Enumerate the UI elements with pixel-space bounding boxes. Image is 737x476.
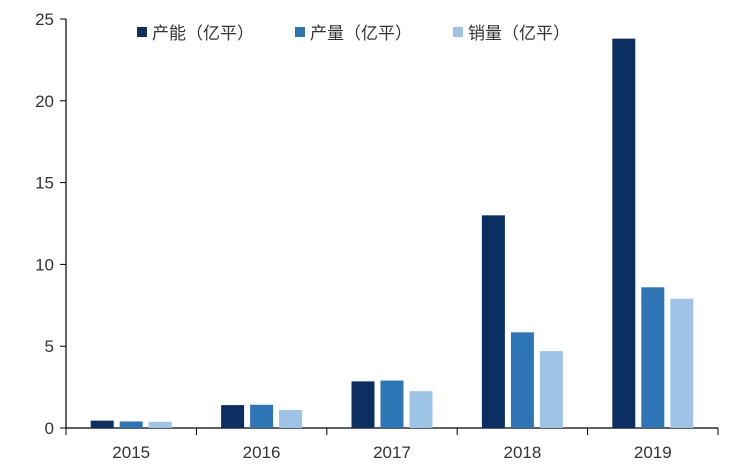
- legend-swatch: [137, 27, 147, 37]
- legend-swatch: [453, 27, 463, 37]
- x-tick-label: 2016: [243, 443, 281, 462]
- bar-2015-series-2: [119, 421, 143, 428]
- bar-2018-series-1: [481, 215, 505, 428]
- bar-2016-series-2: [250, 404, 274, 428]
- y-axis: 0 5 10 15 20 25: [35, 10, 67, 438]
- legend-label: 产量（亿平）: [310, 24, 412, 44]
- bar-2018-series-2: [510, 332, 534, 428]
- bar-2016-series-1: [221, 405, 245, 428]
- x-tick-label: 2019: [634, 443, 672, 462]
- legend: 产能（亿平） 产量（亿平） 销量（亿平）: [137, 24, 570, 44]
- y-tick-label: 5: [45, 337, 54, 356]
- legend-label: 销量（亿平）: [468, 24, 570, 44]
- bar-2019-series-1: [612, 38, 636, 429]
- bar-2018-series-3: [539, 351, 563, 428]
- y-tick-label: 15: [35, 174, 54, 193]
- y-tick-label: 20: [35, 92, 54, 111]
- bar-2019-series-2: [641, 287, 665, 428]
- y-tick-label: 10: [35, 255, 54, 274]
- legend-label: 产能（亿平）: [152, 24, 254, 44]
- y-tick-label: 25: [35, 10, 54, 29]
- bar-2017-series-2: [380, 380, 404, 428]
- legend-swatch: [295, 27, 305, 37]
- bar-2015-series-1: [90, 420, 114, 428]
- x-axis: 2015 2016 2017 2018 2019: [65, 427, 719, 462]
- x-tick-label: 2015: [112, 443, 150, 462]
- bar-2017-series-3: [409, 391, 433, 428]
- x-tick-label: 2017: [373, 443, 411, 462]
- bar-2017-series-1: [351, 381, 375, 428]
- bars: [90, 38, 694, 429]
- x-tick-label: 2018: [503, 443, 541, 462]
- bar-2016-series-3: [279, 410, 303, 428]
- y-tick-label: 0: [45, 419, 54, 438]
- bar-2019-series-3: [670, 298, 694, 428]
- bar-2015-series-3: [148, 421, 172, 428]
